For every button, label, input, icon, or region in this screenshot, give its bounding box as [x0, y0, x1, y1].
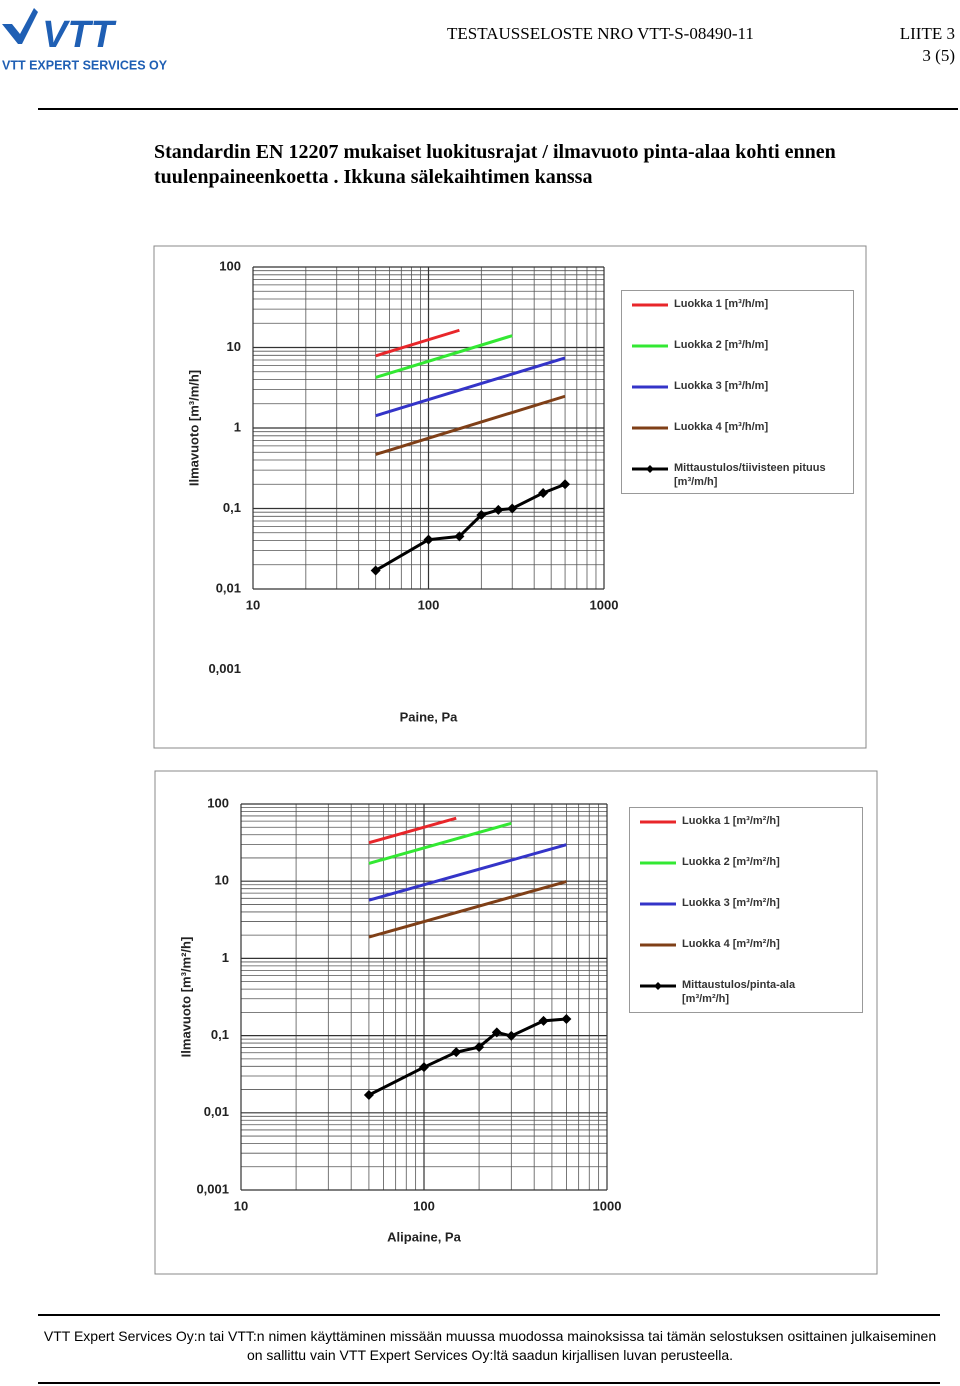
legend-label: Luokka 4 [m³/m²/h]	[682, 938, 780, 950]
legend-swatch	[632, 344, 668, 348]
series-line	[375, 356, 566, 418]
data-point	[538, 487, 549, 498]
footer-line: on sallittu vain VTT Expert Services Oy:…	[246, 1347, 734, 1363]
y-tick-label: 0,001	[208, 661, 241, 676]
legend-label: Luokka 3 [m³/m²/h]	[682, 897, 780, 909]
legend-swatch	[632, 303, 668, 307]
legend-swatch	[640, 902, 676, 906]
y-tick-label: 0,1	[211, 1027, 229, 1042]
footer: VTT Expert Services Oy:n tai VTT:n nimen…	[20, 1327, 960, 1365]
y-tick-label: 1	[222, 950, 229, 965]
series-line	[375, 334, 513, 379]
x-axis-title: Paine, Pa	[400, 709, 459, 724]
appendix: LIITE 3	[900, 24, 955, 43]
legend-label: Luokka 3 [m³/h/m]	[674, 380, 769, 392]
legend-entry: Luokka 3 [m³/m²/h]	[638, 896, 854, 937]
series-line	[368, 821, 512, 865]
y-axis-title: Ilmavuoto [m³/m/h]	[186, 370, 201, 486]
data-point	[507, 503, 518, 514]
legend-swatch	[632, 465, 668, 473]
legend-swatch	[632, 385, 668, 389]
data-point	[506, 1030, 517, 1041]
legend-entry: Luokka 1 [m³/m²/h]	[638, 814, 854, 855]
data-point	[476, 510, 487, 521]
y-tick-label: 100	[219, 258, 241, 273]
y-tick-label: 10	[227, 339, 241, 354]
series-line	[375, 394, 566, 456]
y-axis-title: Ilmavuoto [m³/m²/h]	[178, 937, 193, 1058]
y-tick-label: 0,001	[196, 1181, 229, 1196]
legend-label: Luokka 1 [m³/h/m]	[674, 298, 769, 310]
legend-swatch	[640, 982, 676, 990]
x-tick-label: 100	[418, 597, 440, 612]
legend-entry: Luokka 2 [m³/m²/h]	[638, 855, 854, 896]
legend-swatch	[640, 820, 676, 824]
logo-mark	[2, 8, 38, 44]
data-point	[423, 534, 434, 545]
y-tick-label: 0,01	[216, 580, 241, 595]
page-number: 3 (5)	[922, 46, 955, 65]
logo: VTT VTT EXPERT SERVICES OY	[2, 8, 168, 72]
series-line	[368, 843, 567, 902]
company-name: VTT EXPERT SERVICES OY	[2, 58, 168, 72]
data-point	[419, 1062, 429, 1073]
legend-label: Luokka 1 [m³/m²/h]	[682, 815, 780, 827]
series-line	[368, 1017, 567, 1097]
heading: Standardin EN 12207 mukaiset luokitusraj…	[154, 141, 836, 188]
legend-entry: Luokka 4 [m³/m²/h]	[638, 937, 854, 978]
logo-text: VTT	[42, 14, 117, 56]
legend-entry: Luokka 4 [m³/h/m]	[630, 420, 845, 461]
legend-marker	[654, 982, 662, 990]
legend-swatch	[632, 426, 668, 430]
x-tick-label: 10	[234, 1198, 248, 1213]
data-point	[561, 1014, 572, 1025]
legend-swatch	[640, 943, 676, 947]
legend: Luokka 1 [m³/m²/h] Luokka 2 [m³/m²/h] Luok…	[629, 807, 863, 1013]
footer-line: VTT Expert Services Oy:n tai VTT:n nimen…	[43, 1328, 937, 1344]
data-point	[474, 1042, 485, 1053]
data-point	[451, 1047, 462, 1058]
y-tick-label: 1	[234, 419, 241, 434]
legend-entry: Luokka 2 [m³/h/m]	[630, 338, 845, 379]
data-point	[560, 479, 571, 490]
data-point	[454, 531, 465, 542]
data-point	[538, 1015, 549, 1026]
y-tick-label: 10	[215, 873, 229, 888]
legend-entry: Mittaustulos/pinta-ala [m³/m²/h]	[638, 978, 854, 1019]
series-line	[368, 880, 567, 939]
legend-entry: Luokka 3 [m³/h/m]	[630, 379, 845, 420]
data-point	[363, 1090, 374, 1101]
series-line	[374, 482, 566, 572]
legend-label: Luokka 4 [m³/h/m]	[674, 421, 769, 433]
legend-swatch	[640, 861, 676, 865]
y-tick-label: 0,01	[204, 1104, 229, 1119]
x-axis-title: Alipaine, Pa	[387, 1229, 461, 1244]
legend-entry: Mittaustulos/tiivisteen pituus [m³/m/h]	[630, 461, 845, 502]
legend-label: Luokka 2 [m³/m²/h]	[682, 856, 780, 868]
series-line	[375, 328, 460, 358]
series-line	[368, 816, 457, 845]
legend-label: Mittaustulos/tiivisteen pituus [m³/m/h]	[674, 462, 826, 488]
legend-label: Mittaustulos/pinta-ala [m³/m²/h]	[682, 979, 796, 1005]
legend-label: Luokka 2 [m³/h/m]	[674, 339, 769, 351]
data-point	[370, 565, 381, 576]
x-tick-label: 100	[413, 1198, 435, 1213]
x-tick-label: 10	[246, 597, 260, 612]
x-tick-label: 1000	[590, 597, 619, 612]
legend-marker	[646, 465, 654, 473]
report-number: TESTAUSSELOSTE NRO VTT-S-08490-11	[447, 24, 754, 43]
y-tick-label: 0,1	[223, 500, 241, 515]
data-point	[491, 1027, 502, 1038]
x-tick-label: 1000	[593, 1198, 622, 1213]
legend-entry: Luokka 1 [m³/h/m]	[630, 297, 845, 338]
data-point	[493, 504, 504, 515]
y-tick-label: 100	[207, 795, 229, 810]
legend: Luokka 1 [m³/h/m] Luokka 2 [m³/h/m] Luokka…	[621, 290, 854, 494]
